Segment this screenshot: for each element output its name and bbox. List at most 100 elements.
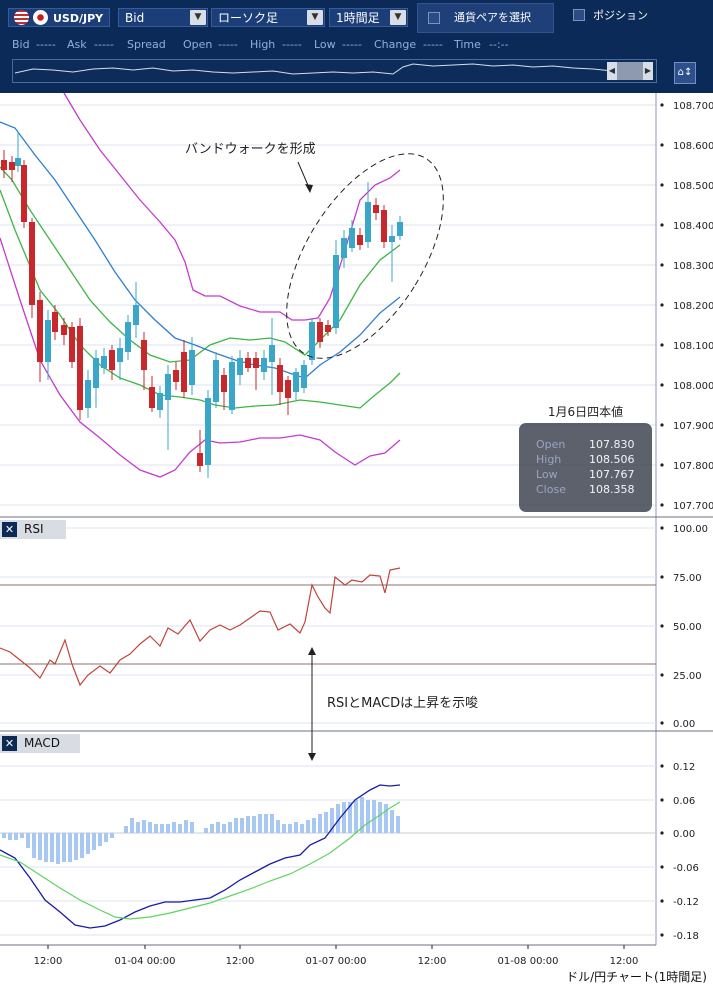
histogram-bar <box>330 808 334 833</box>
histogram-bar <box>110 833 114 838</box>
select-pair-button[interactable]: 通貨ペアを選択 <box>417 3 554 33</box>
high-value: ----- <box>282 38 302 51</box>
price-tick: 108.200 <box>673 301 713 312</box>
price-tick: 108.300 <box>673 261 713 272</box>
histogram-bar <box>288 824 292 833</box>
macd-line <box>0 784 401 929</box>
histogram-bar <box>8 833 12 840</box>
histogram-bar <box>366 800 370 833</box>
price-axis-labels: 108.700 108.600 108.500 108.400 108.300 … <box>673 101 713 512</box>
close-icon[interactable]: ✕ <box>2 736 17 751</box>
histogram-bar <box>342 802 346 833</box>
chevron-down-icon: ▼ <box>307 10 323 25</box>
currency-pair-selector[interactable]: USD/JPY <box>8 8 110 27</box>
price-tick: 108.400 <box>673 221 713 232</box>
navigator-handle[interactable] <box>617 62 649 80</box>
candle-body <box>205 398 211 465</box>
price-tick: 107.800 <box>673 461 713 472</box>
select-pair-label: 通貨ペアを選択 <box>454 11 531 24</box>
time-tick: 01-04 00:00 <box>114 956 175 967</box>
ohlc-close-label: Close <box>536 483 566 496</box>
candle-body <box>181 352 187 392</box>
ohlc-title: 1月6日四本値 <box>547 405 624 419</box>
time-tick: 12:00 <box>418 956 447 967</box>
ask-label: Ask <box>67 38 87 51</box>
histogram-bar <box>130 818 134 833</box>
ohlc-low-label: Low <box>536 468 558 481</box>
histogram-bar <box>294 822 298 833</box>
histogram-bar <box>98 833 102 846</box>
ask-value: ----- <box>94 38 114 51</box>
chevron-down-icon: ▼ <box>390 10 406 25</box>
candle-body <box>149 387 155 408</box>
histogram-bar <box>234 818 238 833</box>
quote-bar: Bid ----- Ask ----- Spread Open ----- Hi… <box>0 37 713 53</box>
macd-axis-labels: 0.12 0.06 0.00 -0.06 -0.12 -0.18 <box>673 762 699 942</box>
histogram-bar <box>228 822 232 833</box>
rsi-tick-dots <box>660 526 664 725</box>
candle-body <box>93 358 99 388</box>
currency-pair-label: USD/JPY <box>53 12 104 25</box>
candle-body <box>269 345 275 362</box>
price-type-select[interactable]: Bid ▼ <box>118 8 208 27</box>
histogram-bar <box>210 824 214 833</box>
rsi-grid <box>0 527 656 724</box>
macd-grid <box>0 765 656 936</box>
time-ticks <box>47 945 625 949</box>
macd-panel-label: MACD <box>24 736 60 750</box>
histogram-bar <box>124 826 128 833</box>
candle-body <box>125 322 131 352</box>
chart-navigator[interactable]: ◀ ▶ <box>12 59 657 83</box>
histogram-bar <box>240 818 244 833</box>
candle-body <box>157 393 163 410</box>
histogram-bar <box>384 804 388 833</box>
arrow-down-icon <box>308 753 316 761</box>
candle-body <box>397 222 403 236</box>
band-walk-annotation: バンドウォークを形成 <box>185 142 316 157</box>
chart-type-select[interactable]: ローソク足 ▼ <box>211 8 325 27</box>
histogram-bar <box>282 824 286 833</box>
candle-body <box>253 358 259 368</box>
histogram-bar <box>270 814 274 833</box>
histogram-bar <box>360 797 364 833</box>
histogram-bar <box>184 820 188 833</box>
histogram-bar <box>312 818 316 833</box>
ohlc-low-value: 107.767 <box>589 468 635 481</box>
navigator-right-button[interactable]: ▶ <box>643 62 653 80</box>
rsi-tick: 25.00 <box>673 671 702 682</box>
timeframe-select[interactable]: 1時間足 ▼ <box>329 8 408 27</box>
candle-body <box>213 360 219 402</box>
histogram-bar <box>50 833 54 862</box>
candle-body <box>245 358 251 368</box>
histogram-bar <box>390 810 394 833</box>
bid-value: ----- <box>36 38 56 51</box>
histogram-bar <box>336 804 340 833</box>
rsi-tick: 50.00 <box>673 622 702 633</box>
histogram-bar <box>378 802 382 833</box>
navigator-left-button[interactable]: ◀ <box>607 62 617 80</box>
candle-body <box>221 375 227 392</box>
candle-body <box>341 238 347 258</box>
position-checkbox[interactable] <box>573 9 585 21</box>
candle-body <box>301 365 307 388</box>
jp-flag-icon <box>33 10 48 25</box>
macd-histogram <box>2 797 400 864</box>
candle-body <box>61 325 67 335</box>
histogram-bar <box>154 824 158 833</box>
rsi-panel-tab[interactable]: ✕ RSI <box>0 520 66 539</box>
time-axis-labels: 12:00 01-04 00:00 12:00 01-07 00:00 12:0… <box>34 956 639 967</box>
select-pair-checkbox[interactable] <box>428 12 440 24</box>
candle-body <box>293 372 299 392</box>
close-icon[interactable]: ✕ <box>2 522 17 537</box>
time-tick: 01-08 00:00 <box>497 956 558 967</box>
price-tick: 108.000 <box>673 381 713 392</box>
histogram-bar <box>172 822 176 833</box>
histogram-bar <box>56 833 60 864</box>
histogram-bar <box>264 814 268 833</box>
change-value: ----- <box>423 38 443 51</box>
price-tick: 108.100 <box>673 341 713 352</box>
scale-toggle-icon[interactable]: ⌂↕ <box>674 62 696 84</box>
price-tick: 108.600 <box>673 141 713 152</box>
macd-panel-tab[interactable]: ✕ MACD <box>0 734 80 753</box>
